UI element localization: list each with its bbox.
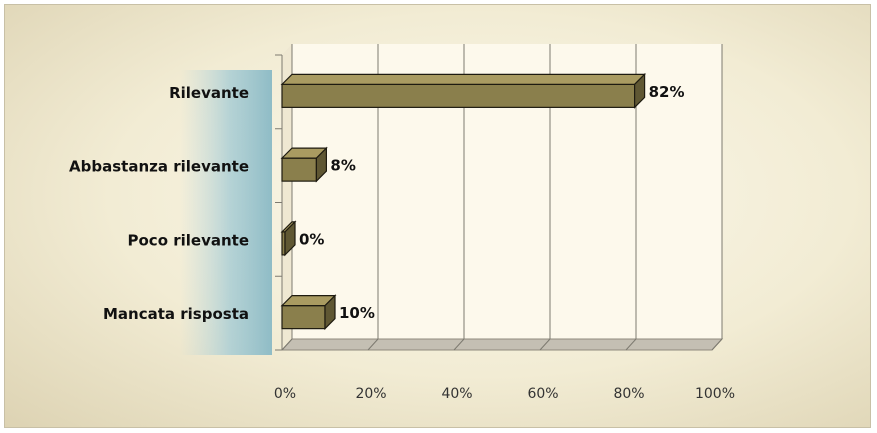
bar-front	[281, 157, 318, 182]
bar-side	[315, 146, 327, 183]
gridline-floor	[453, 338, 465, 351]
data-label: 82%	[649, 83, 685, 101]
gridline-floor	[367, 338, 379, 351]
category-label: Poco rilevante	[128, 231, 250, 249]
category-label: Rilevante	[169, 84, 249, 102]
category-label: Mancata risposta	[103, 305, 249, 323]
bar-front	[281, 83, 636, 108]
data-label: 10%	[339, 304, 375, 322]
bar-side	[633, 72, 646, 109]
x-tick-label: 40%	[441, 386, 472, 402]
gridline-floor	[539, 338, 551, 351]
gridline-floor	[711, 338, 723, 351]
x-tick-label: 60%	[527, 386, 558, 402]
plot-floor	[280, 338, 724, 351]
x-tick-label: 0%	[274, 386, 296, 402]
bar-top	[280, 73, 647, 85]
category-label: Abbastanza rilevante	[69, 158, 249, 176]
gridline-floor	[625, 338, 637, 351]
x-tick-label: 20%	[355, 386, 386, 402]
x-tick-label: 100%	[695, 386, 735, 402]
bar-side	[284, 220, 296, 257]
x-tick-label: 80%	[613, 386, 644, 402]
plot-side-wall	[282, 44, 292, 350]
data-label: 8%	[330, 157, 355, 175]
gridline-floor	[281, 338, 293, 351]
bar-front	[281, 305, 326, 330]
data-label: 0%	[299, 230, 324, 248]
plot-left-glow	[180, 70, 272, 355]
bar-side	[324, 294, 336, 331]
